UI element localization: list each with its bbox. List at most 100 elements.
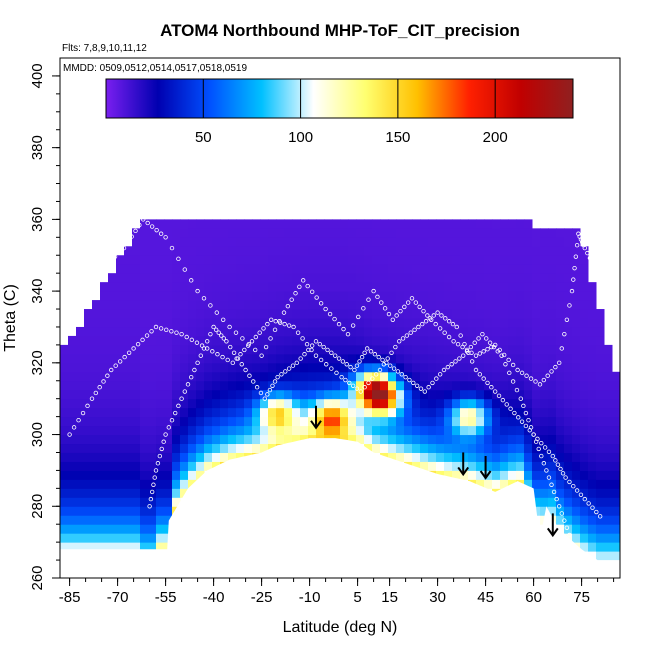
heatmap-cell (172, 309, 181, 319)
heatmap-cell (340, 425, 349, 436)
heatmap-cell (460, 255, 469, 265)
heatmap-cell (92, 380, 101, 391)
heatmap-cell (156, 344, 165, 355)
heatmap-cell (180, 309, 189, 319)
heatmap-cell (580, 425, 589, 436)
flight-marker (137, 222, 142, 228)
heatmap-cell (324, 407, 333, 418)
heatmap-cell (308, 300, 317, 310)
heatmap-cell (364, 273, 373, 283)
heatmap-cell (148, 246, 157, 256)
heatmap-cell (604, 407, 613, 418)
flight-marker (473, 367, 479, 373)
flight-marker (76, 296, 82, 301)
flight-marker (221, 336, 227, 341)
heatmap-cell (84, 416, 93, 427)
flight-marker (297, 284, 302, 289)
heatmap-cell (316, 219, 325, 229)
heatmap-cell (324, 362, 333, 373)
heatmap-cell (548, 300, 557, 310)
heatmap-cell (244, 425, 253, 436)
heatmap-cell (124, 488, 133, 498)
heatmap-cell (332, 255, 341, 265)
flight-marker (545, 373, 550, 378)
heatmap-cell (364, 434, 373, 445)
heatmap-cell (532, 291, 541, 301)
heatmap-cell (124, 443, 133, 453)
flight-marker (329, 350, 334, 355)
heatmap-cell (124, 479, 133, 489)
flight-marker (398, 308, 403, 314)
heatmap-cell (500, 255, 509, 265)
heatmap-cell (68, 524, 77, 534)
heatmap-cell (268, 219, 277, 229)
heatmap-cell (276, 291, 285, 301)
heatmap-cell (124, 300, 133, 310)
heatmap-cell (500, 344, 509, 355)
heatmap-cell (556, 398, 565, 409)
heatmap-cell (388, 407, 397, 418)
heatmap-cell (316, 282, 325, 292)
heatmap-cell (580, 291, 589, 301)
heatmap-cell (244, 389, 253, 400)
heatmap-cell (524, 309, 533, 319)
heatmap-cell (548, 452, 557, 462)
heatmap-cell (444, 300, 453, 310)
heatmap-cell (316, 371, 325, 382)
heatmap-cell (612, 506, 620, 516)
heatmap-cell (388, 353, 397, 364)
heatmap-cell (284, 362, 293, 373)
heatmap-cell (236, 443, 245, 453)
heatmap-cell (108, 407, 117, 418)
heatmap-cell (188, 246, 197, 256)
flight-marker (176, 403, 181, 409)
colorbar-rect (105, 78, 574, 119)
heatmap-cell (388, 380, 397, 391)
heatmap-cell (540, 255, 549, 265)
heatmap-cell (204, 309, 213, 319)
heatmap-cell (444, 237, 453, 247)
heatmap-cell (468, 300, 477, 310)
heatmap-cell (372, 219, 381, 229)
heatmap-cell (244, 434, 253, 445)
flight-marker (341, 326, 346, 332)
heatmap-cell (196, 309, 205, 319)
heatmap-cell (564, 362, 573, 373)
heatmap-cell (524, 291, 533, 301)
heatmap-cell (340, 282, 349, 292)
heatmap-cell (148, 380, 157, 391)
heatmap-cell (236, 389, 245, 400)
flight-marker (358, 389, 363, 394)
heatmap-cell (132, 452, 141, 462)
heatmap-cell (132, 344, 141, 355)
heatmap-cell (348, 318, 357, 328)
flight-marker (85, 284, 91, 289)
heatmap-cell (188, 300, 197, 310)
heatmap-cell (444, 246, 453, 256)
flight-marker (381, 362, 387, 367)
flight-marker (412, 327, 417, 333)
flight-marker (379, 300, 384, 305)
heatmap-cell (284, 335, 293, 346)
flight-marker (69, 313, 74, 318)
heatmap-cell (228, 326, 237, 337)
flight-marker (172, 410, 178, 416)
heatmap-cell (260, 344, 269, 355)
heatmap-cell (388, 344, 397, 355)
heatmap-cell (180, 407, 189, 418)
heatmap-cell (284, 425, 293, 436)
flight-marker (507, 370, 512, 376)
flight-marker (216, 330, 221, 335)
flight-marker (567, 303, 572, 308)
heatmap-cell (612, 479, 620, 489)
heatmap-cell (556, 425, 565, 436)
heatmap-cell (68, 515, 77, 525)
heatmap-cell (596, 452, 605, 462)
heatmap-cell (108, 318, 117, 328)
heatmap-cell (100, 398, 109, 409)
heatmap-cell (308, 273, 317, 283)
heatmap-cell (436, 407, 445, 418)
heatmap-cell (564, 506, 573, 516)
heatmap-cell (516, 237, 525, 247)
heatmap-cell (444, 326, 453, 337)
